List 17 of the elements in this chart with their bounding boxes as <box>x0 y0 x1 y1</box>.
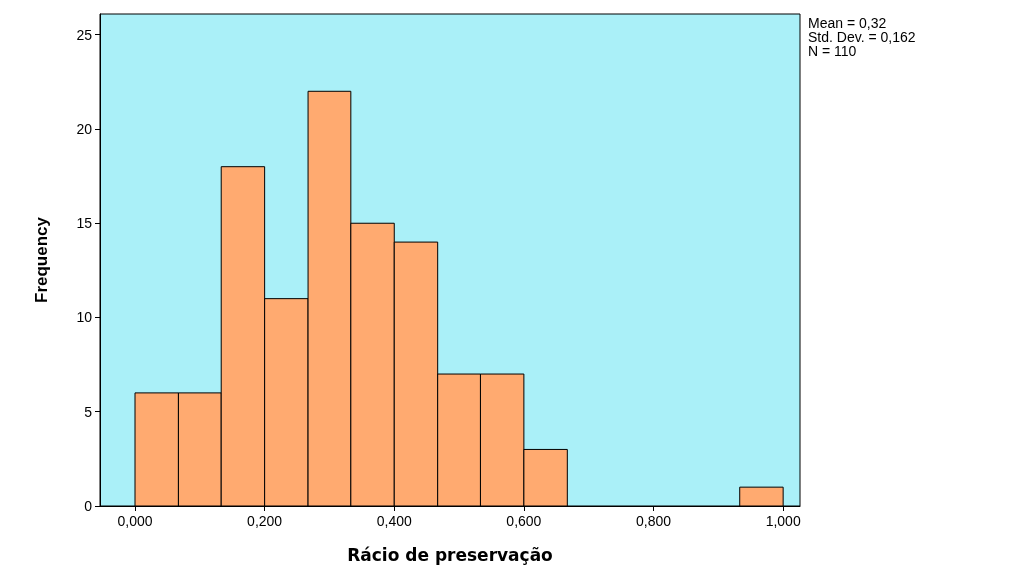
y-tick-label: 25 <box>76 26 93 43</box>
text: N = 110 <box>808 43 857 59</box>
text: Mean = 0,32 <box>808 15 887 31</box>
x-tick-label: 1,000 <box>765 513 801 529</box>
y-tick-label: 20 <box>76 120 93 137</box>
x-tick-label: 0,200 <box>247 513 283 529</box>
x-tick-label: 0,600 <box>506 513 542 529</box>
y-tick-label: 5 <box>84 403 93 420</box>
x-axis-title: Rácio de preservação <box>347 544 553 565</box>
x-tick-label: 0,400 <box>376 513 412 529</box>
y-tick-label: 0 <box>84 498 93 514</box>
text: Std. Dev. = 0,162 <box>808 29 916 45</box>
y-tick-label: 15 <box>76 215 93 232</box>
y-tick-label: 10 <box>76 309 93 326</box>
y-axis-title: Frequency <box>32 216 51 303</box>
x-tick-label: 0,000 <box>117 513 153 529</box>
x-tick-label: 0,800 <box>636 513 672 529</box>
